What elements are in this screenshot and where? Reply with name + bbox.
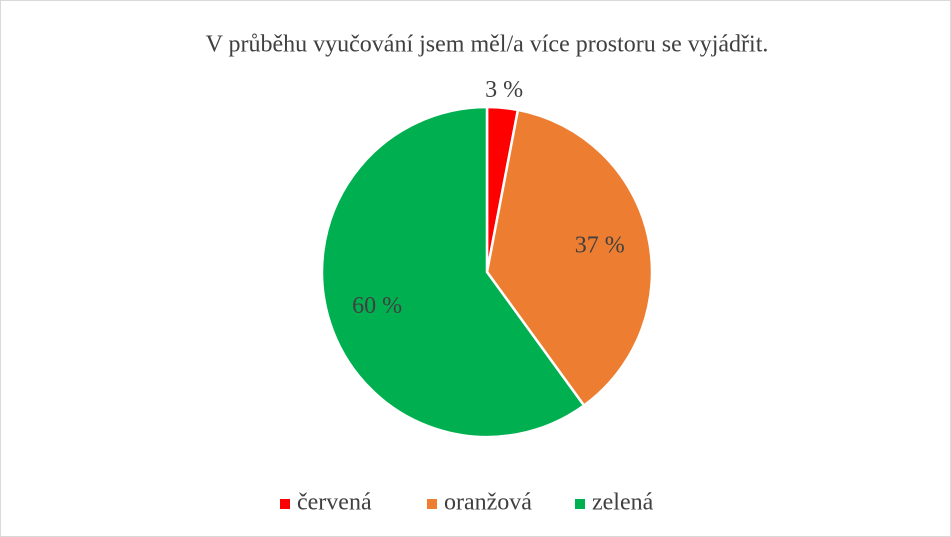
legend-label: červená xyxy=(297,490,372,516)
legend-label: oranžová xyxy=(444,490,532,516)
pie-slice xyxy=(320,105,586,439)
legend-label: zelená xyxy=(592,490,654,516)
data-label: 60 % xyxy=(352,293,402,319)
data-label: 37 % xyxy=(575,232,625,258)
pie-slice xyxy=(485,108,654,408)
data-label: 3 % xyxy=(485,77,523,103)
legend-marker xyxy=(427,499,437,509)
legend-marker xyxy=(280,499,290,509)
legend-marker xyxy=(575,499,585,509)
chart-title: V průběhu vyučování jsem měl/a více pros… xyxy=(206,32,769,58)
